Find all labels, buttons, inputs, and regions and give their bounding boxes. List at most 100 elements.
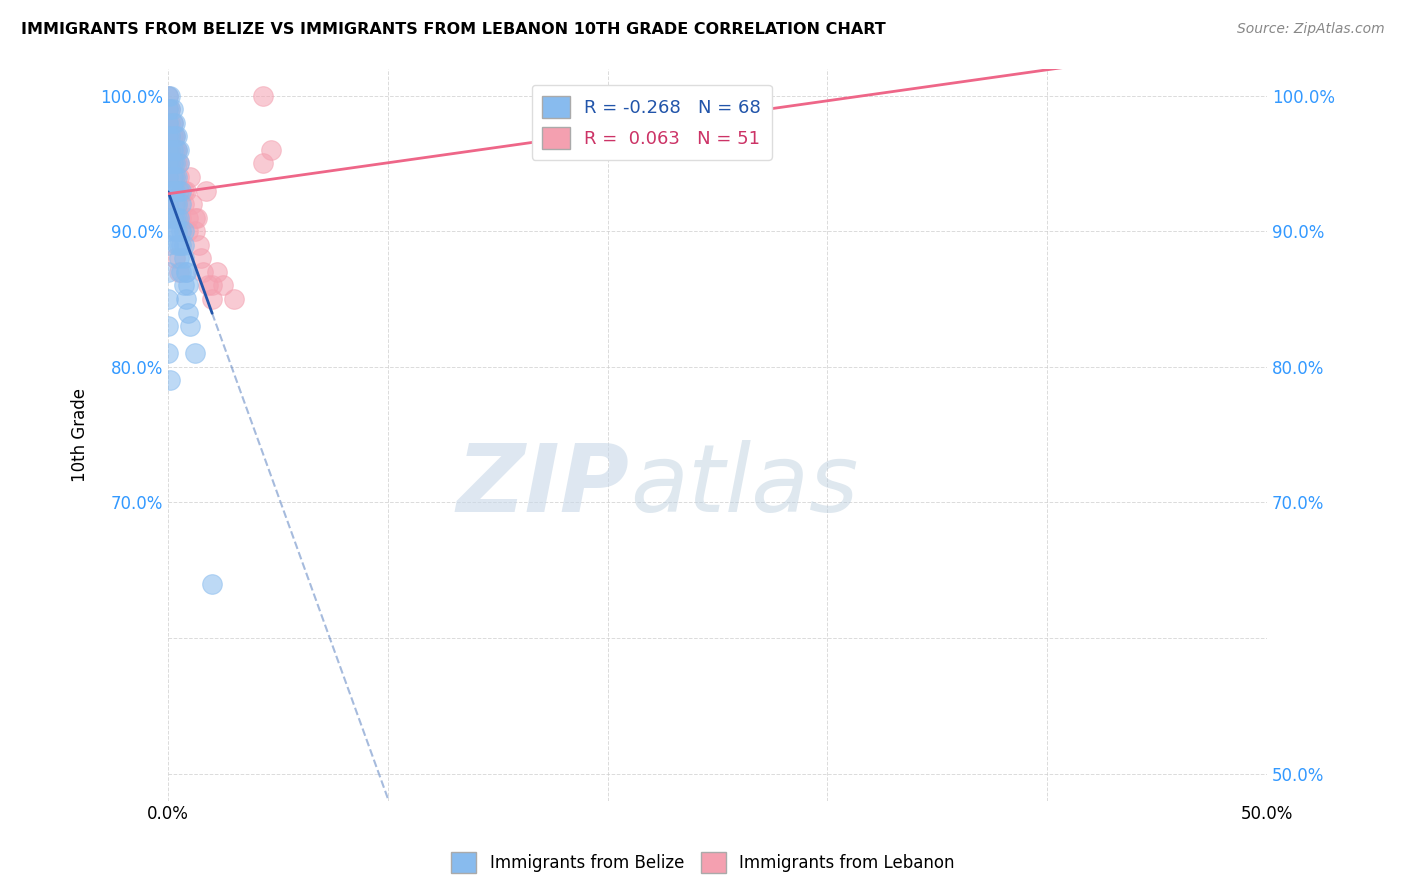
Point <box>252 156 274 170</box>
Point <box>159 102 181 116</box>
Point <box>163 129 186 144</box>
Point <box>177 305 200 319</box>
Point <box>163 116 186 130</box>
Point <box>170 224 193 238</box>
Point <box>167 156 190 170</box>
Point <box>167 265 190 279</box>
Point <box>193 265 215 279</box>
Point <box>163 169 186 184</box>
Point <box>157 129 180 144</box>
Point <box>252 88 274 103</box>
Point <box>166 169 188 184</box>
Point <box>186 211 208 225</box>
Text: Source: ZipAtlas.com: Source: ZipAtlas.com <box>1237 22 1385 37</box>
Point <box>179 319 201 334</box>
Point <box>162 156 184 170</box>
Point <box>162 102 184 116</box>
Point <box>157 169 180 184</box>
Point <box>157 197 180 211</box>
Point <box>177 224 200 238</box>
Point <box>159 102 181 116</box>
Point <box>205 265 228 279</box>
Point <box>157 129 180 144</box>
Point <box>157 237 180 252</box>
Point <box>201 292 224 306</box>
Point <box>163 143 186 157</box>
Point <box>190 252 212 266</box>
Point <box>162 129 184 144</box>
Point <box>162 211 184 225</box>
Point <box>183 211 205 225</box>
Point <box>159 88 181 103</box>
Point <box>173 278 195 293</box>
Point <box>166 224 188 238</box>
Point <box>260 143 283 157</box>
Point <box>183 346 205 360</box>
Point <box>159 129 181 144</box>
Point <box>166 143 188 157</box>
Point <box>166 237 188 252</box>
Point <box>173 237 195 252</box>
Point <box>157 116 180 130</box>
Point <box>157 211 180 225</box>
Point <box>157 184 180 198</box>
Point <box>157 292 180 306</box>
Point <box>170 197 193 211</box>
Point <box>170 184 193 198</box>
Point <box>166 143 188 157</box>
Point <box>173 197 195 211</box>
Point <box>201 278 224 293</box>
Point <box>159 116 181 130</box>
Text: ZIP: ZIP <box>457 440 630 532</box>
Point <box>166 197 188 211</box>
Point <box>157 88 180 103</box>
Point <box>159 143 181 157</box>
Point <box>163 197 186 211</box>
Point <box>157 102 180 116</box>
Point <box>162 169 184 184</box>
Point <box>173 224 195 238</box>
Point <box>181 197 204 211</box>
Point <box>170 237 193 252</box>
Point <box>174 265 197 279</box>
Point <box>157 169 180 184</box>
Text: IMMIGRANTS FROM BELIZE VS IMMIGRANTS FROM LEBANON 10TH GRADE CORRELATION CHART: IMMIGRANTS FROM BELIZE VS IMMIGRANTS FRO… <box>21 22 886 37</box>
Point <box>162 116 184 130</box>
Point <box>167 184 190 198</box>
Point <box>157 102 180 116</box>
Point <box>163 211 186 225</box>
Point <box>157 116 180 130</box>
Point <box>167 156 190 170</box>
Point <box>174 292 197 306</box>
Point <box>163 184 186 198</box>
Y-axis label: 10th Grade: 10th Grade <box>72 387 89 482</box>
Point <box>163 224 186 238</box>
Point <box>166 129 188 144</box>
Legend: Immigrants from Belize, Immigrants from Lebanon: Immigrants from Belize, Immigrants from … <box>444 846 962 880</box>
Point <box>159 129 181 144</box>
Point <box>177 211 200 225</box>
Point <box>163 169 186 184</box>
Point <box>170 211 193 225</box>
Point <box>163 252 186 266</box>
Point <box>157 156 180 170</box>
Point <box>157 184 180 198</box>
Point <box>166 197 188 211</box>
Point <box>159 143 181 157</box>
Point <box>224 292 246 306</box>
Point <box>174 184 197 198</box>
Point <box>157 224 180 238</box>
Point <box>188 237 211 252</box>
Point <box>157 265 180 279</box>
Point <box>167 237 190 252</box>
Point <box>173 252 195 266</box>
Point <box>167 169 190 184</box>
Point <box>167 211 190 225</box>
Point <box>157 319 180 334</box>
Point <box>166 211 188 225</box>
Point <box>179 169 201 184</box>
Point <box>157 346 180 360</box>
Point <box>197 278 219 293</box>
Point <box>157 143 180 157</box>
Point <box>177 278 200 293</box>
